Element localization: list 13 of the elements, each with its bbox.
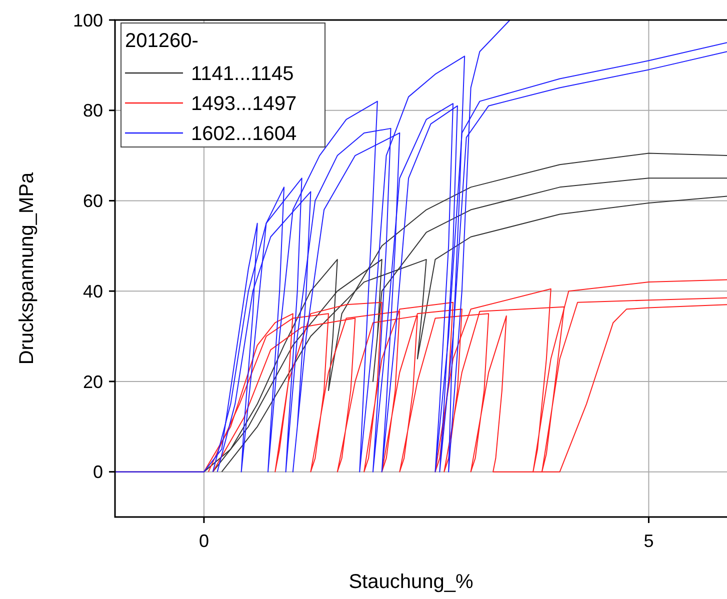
x-tick-label: 5 [644,531,654,551]
legend-label: 1141...1145 [191,63,294,85]
y-tick-label: 20 [82,372,103,392]
legend-title: 201260- [125,30,198,52]
x-axis-title: Stauchung_% [348,571,474,593]
y-tick-label: 60 [82,191,103,212]
legend-label: 1602...1604 [191,123,297,145]
y-tick-label: 0 [92,462,103,482]
y-tick-label: 40 [82,281,103,302]
y-tick-label: 100 [72,10,103,30]
y-axis-title: Druckspannung_MPa [16,171,38,365]
legend-label: 1493...1497 [191,93,297,115]
y-tick-label: 80 [82,100,103,121]
